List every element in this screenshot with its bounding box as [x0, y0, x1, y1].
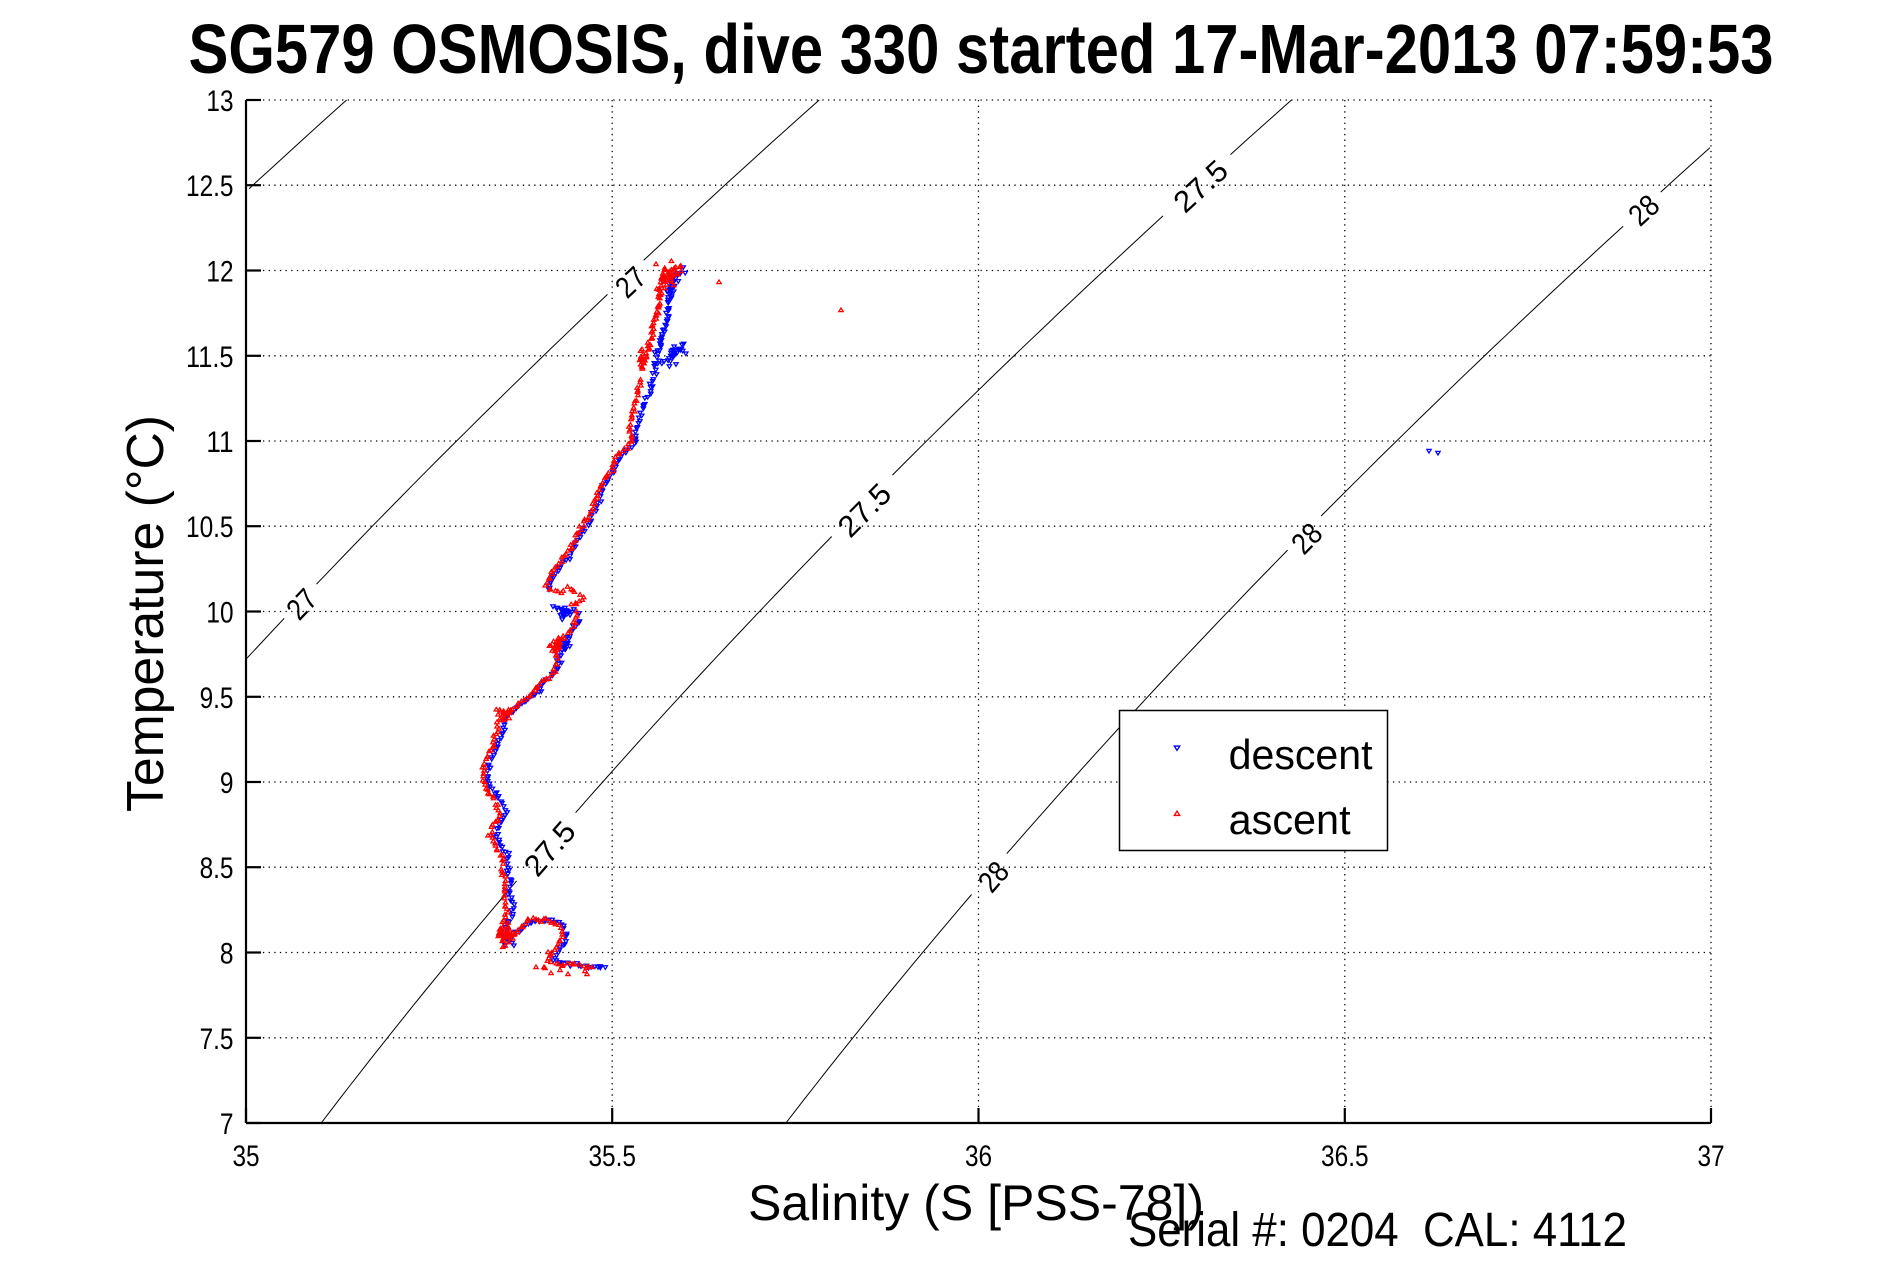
svg-text:Temperature (°C): Temperature (°C)	[117, 415, 175, 812]
svg-text:8.5: 8.5	[200, 852, 234, 885]
svg-text:35: 35	[232, 1140, 259, 1173]
svg-text:SG579 OSMOSIS, dive 330 starte: SG579 OSMOSIS, dive 330 started 17-Mar-2…	[189, 10, 1774, 88]
svg-text:descent: descent	[1229, 731, 1373, 778]
svg-text:35.5: 35.5	[588, 1140, 636, 1173]
svg-text:10: 10	[206, 597, 233, 630]
svg-text:ascent: ascent	[1229, 796, 1351, 843]
svg-text:9: 9	[220, 767, 234, 800]
svg-text:36: 36	[965, 1140, 992, 1173]
svg-text:9.5: 9.5	[200, 682, 234, 715]
svg-text:11.5: 11.5	[186, 341, 234, 374]
svg-text:7.5: 7.5	[200, 1023, 234, 1056]
svg-text:12: 12	[206, 256, 233, 289]
svg-text:13: 13	[206, 85, 233, 118]
svg-text:12.5: 12.5	[186, 170, 234, 203]
svg-text:Serial #: 0204 CAL: 4112: Serial #: 0204 CAL: 4112	[1128, 1204, 1627, 1257]
svg-text:36.5: 36.5	[1321, 1140, 1369, 1173]
svg-text:Salinity (S [PSS-78]): Salinity (S [PSS-78])	[748, 1175, 1204, 1231]
svg-text:10.5: 10.5	[186, 511, 234, 544]
svg-text:7: 7	[220, 1108, 234, 1141]
svg-text:11: 11	[206, 426, 233, 459]
svg-text:8: 8	[220, 938, 234, 971]
svg-text:37: 37	[1697, 1140, 1724, 1173]
